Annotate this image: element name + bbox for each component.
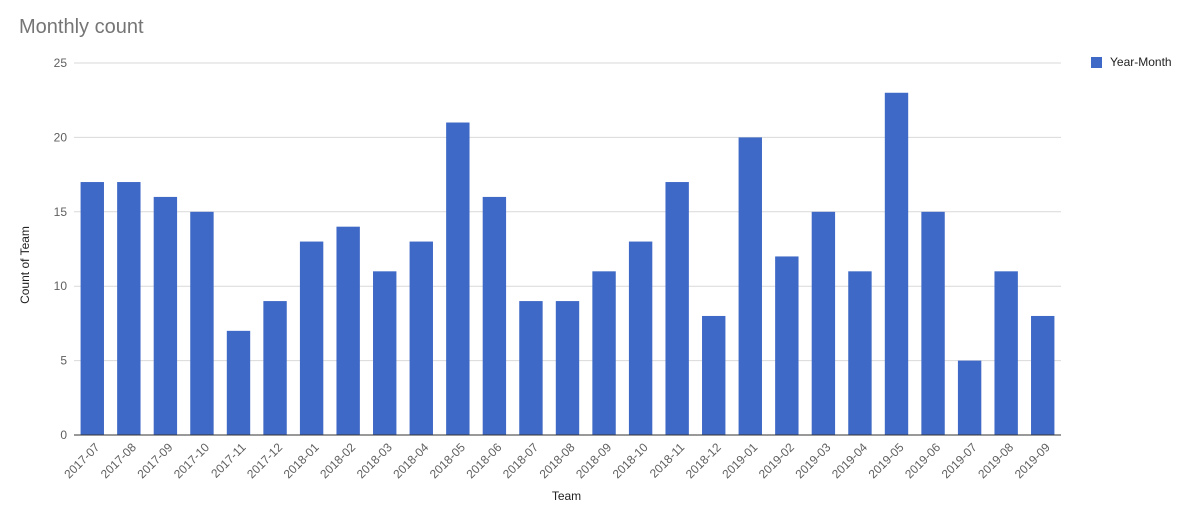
- x-tick-label: 2018-01: [281, 440, 322, 481]
- bar-2018-01[interactable]: [299, 241, 324, 435]
- x-tick-label: 2017-10: [171, 440, 212, 481]
- bar-2018-12[interactable]: [702, 315, 726, 435]
- bar-2019-08[interactable]: [994, 271, 1018, 435]
- x-tick-label: 2018-08: [537, 440, 578, 481]
- x-tick-label: 2018-12: [683, 440, 724, 481]
- y-tick-label: 10: [54, 279, 68, 293]
- bar-2018-03[interactable]: [373, 271, 397, 435]
- x-tick-label: 2019-06: [902, 440, 943, 481]
- bar-2017-11[interactable]: [226, 330, 251, 435]
- bar-2018-09[interactable]: [592, 271, 616, 435]
- x-tick-label: 2018-02: [317, 440, 358, 481]
- x-tick-label: 2019-02: [756, 440, 797, 481]
- bar-2017-09[interactable]: [153, 196, 178, 435]
- bar-2018-05[interactable]: [446, 122, 470, 436]
- x-tick-label: 2019-01: [719, 440, 760, 481]
- bar-2017-07[interactable]: [80, 182, 104, 435]
- y-tick-labels: 0 5 10 15 20 25: [54, 56, 68, 442]
- bar-2019-01[interactable]: [738, 137, 762, 435]
- x-tick-label: 2019-08: [975, 440, 1016, 481]
- bar-2019-02[interactable]: [775, 256, 799, 435]
- bar-2019-07[interactable]: [957, 360, 982, 435]
- legend-swatch: [1091, 57, 1102, 68]
- x-tick-label: 2017-08: [98, 440, 139, 481]
- x-tick-label: 2018-05: [427, 440, 468, 481]
- bar-2017-12[interactable]: [263, 301, 287, 435]
- bar-2018-06[interactable]: [482, 196, 507, 435]
- y-tick-label: 15: [54, 205, 68, 219]
- x-tick-label: 2018-03: [354, 440, 395, 481]
- legend[interactable]: Year-Month: [1091, 55, 1172, 69]
- bar-2019-06[interactable]: [921, 211, 945, 435]
- x-tick-label: 2019-04: [829, 440, 870, 481]
- bar-2019-09[interactable]: [1031, 315, 1055, 435]
- x-tick-labels: 2017-072017-082017-092017-102017-112017-…: [61, 440, 1053, 481]
- x-tick-label: 2018-04: [390, 440, 431, 481]
- y-tick-label: 20: [54, 130, 68, 144]
- legend-label: Year-Month: [1110, 55, 1172, 69]
- y-tick-label: 25: [54, 56, 68, 70]
- bar-2017-10[interactable]: [190, 211, 214, 435]
- bar-2018-11[interactable]: [665, 182, 689, 435]
- bar-2018-02[interactable]: [336, 226, 360, 435]
- x-axis-title: Team: [552, 489, 581, 503]
- bar-2017-08[interactable]: [117, 182, 141, 435]
- x-tick-label: 2019-07: [939, 440, 980, 481]
- bar-2018-07[interactable]: [519, 301, 543, 435]
- y-tick-label: 5: [60, 354, 67, 368]
- x-tick-label: 2017-07: [61, 440, 102, 481]
- chart-title: Monthly count: [19, 16, 144, 38]
- x-tick-label: 2017-11: [208, 440, 249, 481]
- x-tick-label: 2018-11: [647, 440, 688, 481]
- y-axis-title: Count of Team: [18, 226, 32, 304]
- x-tick-label: 2017-12: [244, 440, 285, 481]
- x-tick-label: 2019-09: [1012, 440, 1053, 481]
- bar-2018-08[interactable]: [555, 301, 580, 435]
- bar-2019-03[interactable]: [811, 211, 836, 435]
- x-tick-label: 2018-06: [463, 440, 504, 481]
- x-tick-label: 2019-05: [866, 440, 907, 481]
- x-tick-label: 2018-07: [500, 440, 541, 481]
- x-tick-label: 2017-09: [134, 440, 175, 481]
- bar-2018-10[interactable]: [628, 241, 653, 435]
- bar-2019-04[interactable]: [848, 271, 872, 435]
- bar-2018-04[interactable]: [409, 241, 433, 435]
- bars: [80, 92, 1055, 436]
- x-tick-label: 2019-03: [792, 440, 833, 481]
- bar-2019-05[interactable]: [884, 92, 909, 435]
- x-tick-label: 2018-10: [610, 440, 651, 481]
- x-tick-label: 2018-09: [573, 440, 614, 481]
- y-tick-label: 0: [60, 428, 67, 442]
